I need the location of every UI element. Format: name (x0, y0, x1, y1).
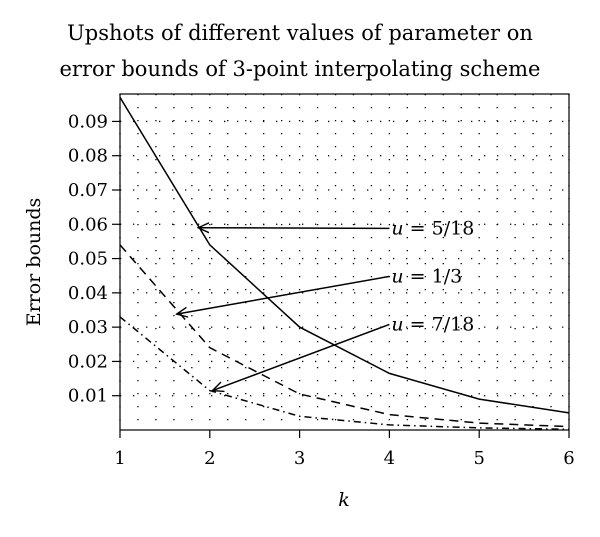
x-tick-label: 2 (204, 448, 215, 469)
series-line-3 (119, 316, 570, 431)
x-tick-label: 5 (473, 448, 484, 469)
y-tick-label: 0.08 (68, 146, 108, 167)
x-tick-label: 6 (563, 448, 574, 469)
annotation-label-1: u = 5/18 (391, 217, 474, 239)
y-tick-label: 0.03 (68, 317, 108, 338)
y-tick-label: 0.04 (68, 283, 108, 304)
series-line-1 (119, 97, 570, 414)
y-tick-label: 0.06 (68, 214, 108, 235)
grid-lines (119, 94, 570, 430)
annotations: u = 5/18 u = 1/3 u = 7/18 (177, 217, 474, 390)
series-lines (119, 97, 570, 431)
annotation-label-2: u = 1/3 (391, 265, 462, 287)
y-tick-label: 0.02 (68, 351, 108, 372)
x-tick-label: 1 (114, 448, 125, 469)
plot-frame (119, 93, 570, 431)
y-tick-label: 0.09 (68, 111, 108, 132)
series-line-2 (119, 244, 570, 428)
y-axis-label: Error bounds (23, 198, 45, 327)
x-tick-label: 4 (384, 448, 395, 469)
annotation-arrow-2 (177, 275, 390, 314)
y-tick-label: 0.07 (68, 180, 108, 201)
y-tick-label: 0.01 (68, 386, 108, 407)
annotation-arrow-3 (212, 323, 390, 390)
annotation-arrow-1 (198, 228, 390, 229)
annotation-label-3: u = 7/18 (391, 313, 474, 335)
chart-title-line-1: Upshots of different values of parameter… (67, 21, 533, 45)
axis-ticks: 1 2 3 4 5 6 0.01 0.02 0.03 0.04 0.05 0.06 0.07 0.08 0.… (68, 111, 575, 469)
x-tick-label: 3 (294, 448, 305, 469)
chart-title-line-2: error bounds of 3-point interpolating sc… (59, 57, 541, 81)
x-axis-label: k (338, 489, 350, 511)
y-tick-label: 0.05 (68, 249, 108, 270)
